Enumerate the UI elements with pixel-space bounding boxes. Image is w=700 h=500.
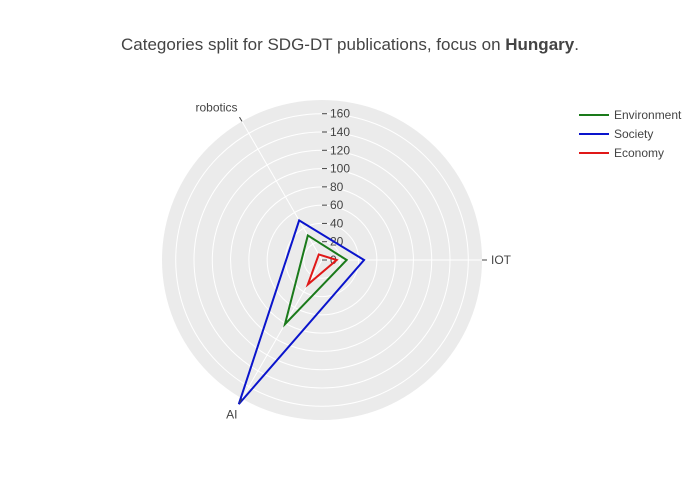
axis-label-iot: IOT xyxy=(491,253,512,267)
axis-label-robotics: robotics xyxy=(195,101,237,115)
series-economy xyxy=(305,253,339,288)
radial-tick-label-120: 120 xyxy=(330,143,350,157)
title-emphasis: Hungary xyxy=(505,35,575,54)
radial-tick-label-100: 100 xyxy=(330,162,350,176)
series-society xyxy=(237,218,366,405)
chart-title: Categories split for SDG-DT publications… xyxy=(121,35,579,54)
title-prefix: Categories split for SDG-DT publications… xyxy=(121,35,505,54)
title-suffix: . xyxy=(574,35,579,54)
angular-tick-ai xyxy=(239,398,243,404)
radial-tick-label-60: 60 xyxy=(330,198,344,212)
radial-tick-label-140: 140 xyxy=(330,125,350,139)
legend-label-economy: Economy xyxy=(614,146,664,160)
radial-tick-label-80: 80 xyxy=(330,180,344,194)
series-environment xyxy=(283,233,349,328)
radial-tick-label-160: 160 xyxy=(330,107,350,121)
radial-tick-label-40: 40 xyxy=(330,216,344,230)
legend-label-environment: Environment xyxy=(614,108,682,122)
legend: Environment Society Economy xyxy=(579,108,682,160)
angular-tick-robotics xyxy=(239,116,243,122)
legend-label-society: Society xyxy=(614,127,653,141)
axis-label-ai: AI xyxy=(226,407,237,421)
